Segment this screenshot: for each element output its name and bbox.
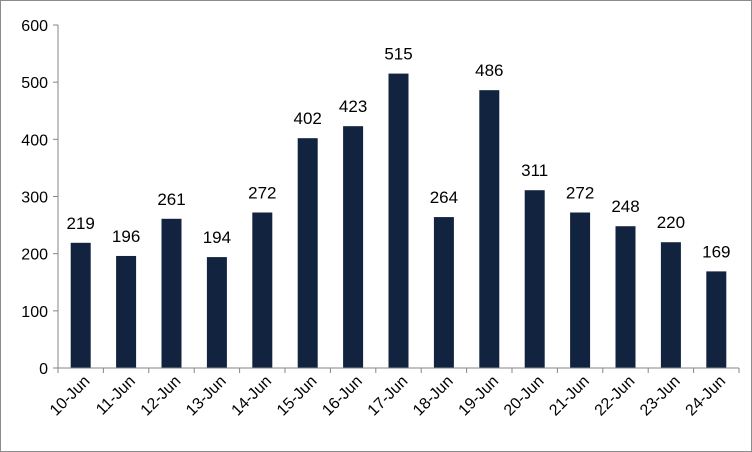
bar	[706, 271, 727, 368]
bar	[433, 217, 454, 368]
bar	[524, 190, 545, 368]
data-label: 194	[203, 228, 231, 247]
x-tick-label: 13-Jun	[183, 373, 230, 420]
bars	[70, 73, 727, 369]
y-axis: 0 100 200 300 400 500 600	[21, 18, 59, 378]
y-tick-label: 0	[39, 361, 48, 378]
data-label: 402	[294, 109, 322, 128]
y-tick-label: 300	[21, 190, 48, 207]
x-tick-label: 10-Jun	[47, 373, 94, 420]
x-tick-label: 15-Jun	[274, 373, 321, 420]
x-tick-label: 12-Jun	[138, 373, 185, 420]
y-tick-label: 200	[21, 247, 48, 264]
data-label: 423	[339, 97, 367, 116]
x-tick-label: 20-Jun	[501, 373, 548, 420]
bar	[660, 242, 681, 368]
bar	[116, 255, 137, 368]
x-tick-label: 17-Jun	[365, 373, 412, 420]
x-tick-label: 23-Jun	[637, 373, 684, 420]
data-label: 169	[702, 242, 730, 261]
bar	[161, 218, 182, 368]
data-label: 219	[67, 214, 95, 233]
bar	[206, 257, 227, 368]
bar	[343, 126, 364, 368]
x-tick-label: 24-Jun	[683, 373, 730, 420]
data-label: 272	[248, 184, 276, 203]
y-tick-label: 600	[21, 18, 48, 35]
data-labels: 219 196 261 194 272 402 423 515 264 486 311 272 248 2…	[67, 45, 731, 262]
data-label: 264	[430, 188, 458, 207]
x-tick-label: 19-Jun	[456, 373, 503, 420]
data-label: 272	[566, 184, 594, 203]
x-tick-label: 11-Jun	[93, 373, 139, 419]
data-label: 515	[384, 45, 412, 64]
bar	[70, 242, 91, 368]
data-label: 248	[611, 197, 639, 216]
x-tick-label: 16-Jun	[319, 373, 366, 420]
x-tick-label: 18-Jun	[410, 373, 457, 420]
bar	[615, 226, 636, 368]
data-label: 486	[475, 61, 503, 80]
bar	[297, 138, 318, 368]
bar	[570, 212, 591, 368]
x-tick-label: 21-Jun	[546, 373, 593, 420]
data-label: 261	[157, 190, 185, 209]
y-tick-label: 500	[21, 75, 48, 92]
data-label: 311	[521, 161, 548, 180]
x-tick-label: 14-Jun	[229, 373, 276, 420]
data-label: 196	[112, 227, 140, 246]
x-axis: 10-Jun 11-Jun12-Jun13-Jun14-Jun15-Jun16-J…	[47, 367, 740, 420]
x-tick-label: 22-Jun	[592, 373, 639, 420]
y-tick-label: 100	[21, 304, 48, 321]
bar	[479, 90, 500, 369]
data-label: 220	[657, 213, 685, 232]
bar	[388, 73, 409, 368]
bar	[252, 212, 273, 368]
y-tick-label: 400	[21, 132, 48, 149]
